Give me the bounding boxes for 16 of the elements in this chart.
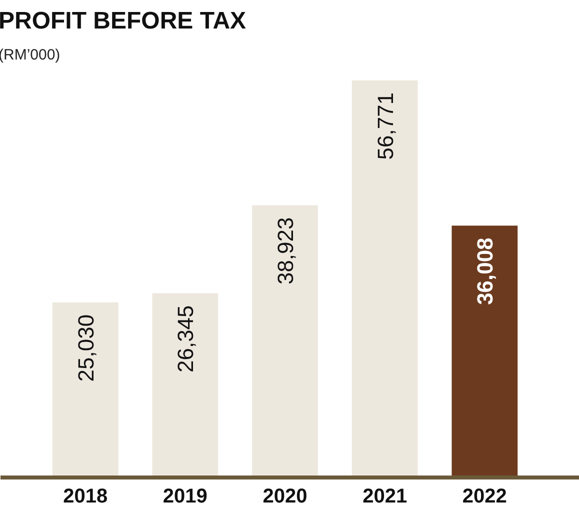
- chart-title: PROFIT BEFORE TAX: [0, 8, 246, 34]
- x-tick-label: 2018: [63, 486, 108, 505]
- data-label: 56,771: [372, 92, 398, 160]
- bar: [352, 80, 418, 478]
- data-label: 38,923: [273, 217, 298, 285]
- x-tick-label: 2020: [262, 486, 308, 505]
- x-tick-label: 2022: [462, 486, 507, 505]
- bar: [152, 293, 218, 478]
- data-label: 26,345: [173, 305, 198, 373]
- bar: [52, 302, 118, 478]
- x-tick-label: 2019: [162, 486, 208, 505]
- bar: [252, 205, 318, 478]
- data-label: 25,030: [73, 314, 98, 382]
- x-tick-label: 2021: [362, 486, 408, 505]
- data-label: 36,008: [472, 238, 498, 305]
- bar: [452, 226, 518, 478]
